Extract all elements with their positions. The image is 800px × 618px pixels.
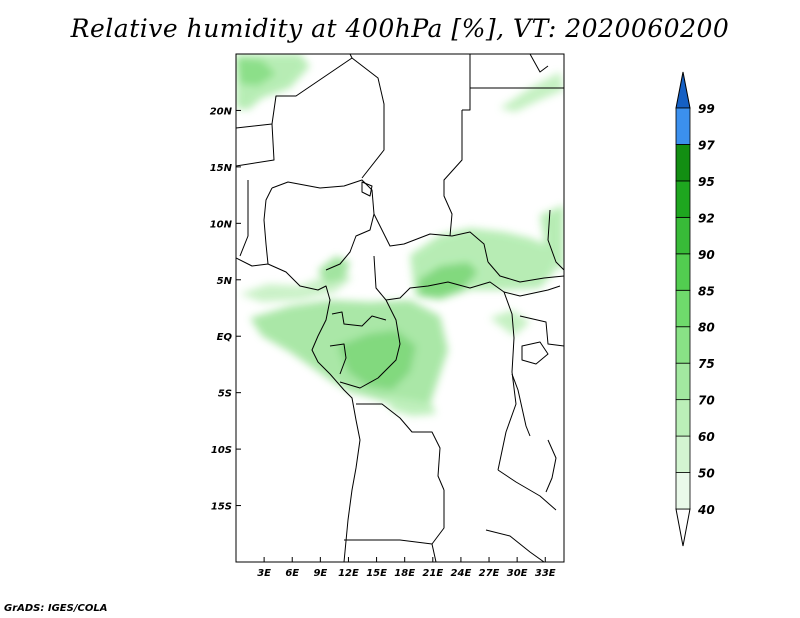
colorbar-segment: [675, 362, 691, 401]
humidity-patch-central-core: [418, 262, 478, 298]
lon-tick-label: 9E: [313, 568, 327, 579]
colorbar-label: 85: [698, 284, 715, 298]
longitude-axis: 3E 6E 9E 12E 15E 18E 21E 24E 27E 30E 33E: [257, 557, 556, 579]
colorbar-label: 90: [698, 248, 715, 262]
colorbar-label: 60: [698, 430, 715, 444]
lon-tick-label: 30E: [507, 568, 528, 579]
humidity-patch-east-small: [490, 310, 530, 336]
colorbar-label: 40: [697, 503, 715, 517]
colorbar-segment: [675, 180, 691, 218]
colorbar-label: 70: [698, 394, 715, 408]
colorbar-label: 92: [698, 211, 715, 225]
border-mozambique: [485, 529, 545, 562]
humidity-patch-northeast: [500, 72, 564, 112]
map-frame: [235, 53, 565, 563]
lake-malawi: [545, 439, 557, 493]
border-cameroon-car: [373, 255, 387, 301]
colorbar-max-arrow: [675, 71, 691, 109]
lat-tick-label: 15S: [211, 502, 232, 513]
lake-chad: [361, 181, 373, 197]
border-nigeria-cameroon: [325, 213, 375, 271]
colorbar-label: 80: [698, 321, 715, 335]
lat-tick-label: EQ: [217, 332, 233, 343]
colorbar-label: 50: [698, 467, 715, 481]
border-angola-drc: [356, 403, 445, 491]
colorbar-segment: [675, 107, 691, 145]
lon-tick-label: 27E: [479, 568, 500, 579]
lon-tick-label: 15E: [366, 568, 387, 579]
colorbar: 40 50 60 70 75 80 85 90 92 95 97 99: [675, 71, 715, 547]
lon-tick-label: 6E: [285, 568, 299, 579]
lat-tick-label: 10S: [211, 445, 232, 456]
coastline-west-africa: [236, 257, 361, 562]
border-benin-togo: [263, 187, 273, 265]
lat-tick-label: 15N: [210, 163, 233, 174]
red-sea-coast: [529, 54, 549, 73]
country-borders: [236, 54, 564, 562]
border-gabon-congo: [329, 343, 347, 375]
colorbar-segment: [675, 289, 691, 328]
lon-tick-label: 21E: [422, 568, 443, 579]
border-sudan-south: [487, 261, 564, 283]
humidity-shading: [236, 54, 564, 416]
border-congo-drc: [339, 299, 401, 389]
lon-tick-label: 12E: [338, 568, 359, 579]
border-niger-algeria: [351, 57, 385, 179]
colorbar-label: 97: [698, 138, 715, 152]
border-niger-nigeria: [271, 179, 375, 215]
humidity-patch-northwest-core: [236, 58, 276, 86]
humidity-patch-congo-south: [384, 396, 436, 416]
colorbar-segment: [675, 144, 691, 182]
border-mali-niger: [236, 123, 275, 167]
colorbar-label: 75: [698, 357, 715, 371]
colorbar-min-arrow: [675, 508, 691, 547]
colorbar-segment: [675, 326, 691, 364]
humidity-patch-east-edge: [540, 205, 564, 270]
colorbar-segment: [675, 435, 691, 473]
humidity-patch-congo-core: [338, 330, 416, 390]
border-chad-car: [373, 213, 489, 263]
border-ethiopia: [547, 209, 564, 271]
colorbar-label: 99: [698, 102, 715, 116]
border-car-drc: [385, 281, 561, 301]
lat-tick-label: 5N: [217, 276, 233, 287]
border-zambia-tanzania: [497, 469, 557, 511]
lat-tick-label: 5S: [218, 389, 232, 400]
latitude-axis: 20N 15N 10N 5N EQ 5S 10S 15S: [210, 106, 241, 513]
colorbar-segment: [675, 399, 691, 437]
border-chad-sudan: [443, 110, 463, 237]
border-angola-zambia: [431, 490, 445, 562]
border-mauritania-mali: [236, 54, 353, 129]
lon-tick-label: 3E: [257, 568, 271, 579]
lat-tick-label: 20N: [210, 106, 233, 117]
lon-tick-label: 18E: [394, 568, 415, 579]
lon-tick-label: 24E: [451, 568, 472, 579]
lake-tanganyika: [511, 373, 531, 437]
border-ghana: [239, 180, 249, 257]
border-drc-east: [497, 291, 517, 471]
colorbar-label: 95: [698, 175, 715, 189]
border-namibia: [344, 539, 433, 545]
credit-label: GrADS: IGES/COLA: [4, 603, 108, 614]
lon-tick-label: 33E: [535, 568, 556, 579]
lake-victoria: [521, 341, 549, 365]
chart-title: Relative humidity at 400hPa [%], VT: 202…: [70, 14, 730, 43]
border-libya-egypt: [462, 54, 471, 111]
humidity-patch-cameroon: [318, 256, 350, 284]
border-east-kenya: [519, 315, 564, 347]
lat-tick-label: 10N: [210, 219, 233, 230]
colorbar-segment: [675, 216, 691, 255]
colorbar-segment: [675, 253, 691, 291]
colorbar-segment: [675, 472, 691, 510]
border-cameroon-gabon: [331, 311, 387, 327]
